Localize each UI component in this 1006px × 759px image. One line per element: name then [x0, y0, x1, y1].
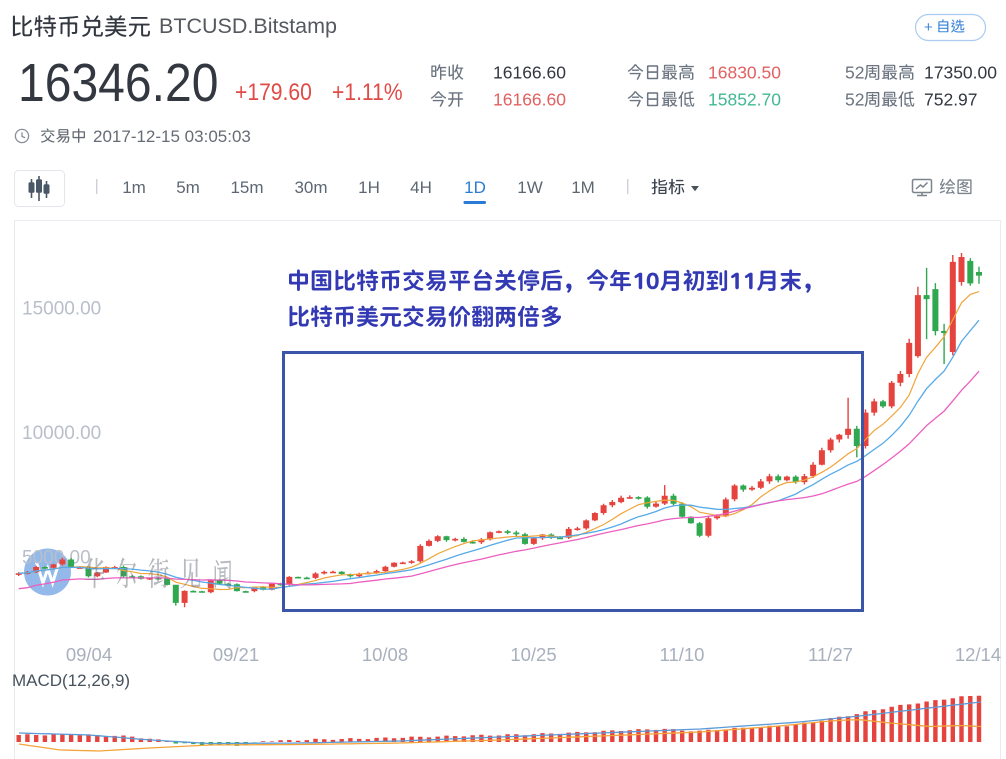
svg-text:52: 52: [845, 90, 864, 110]
svg-text:+1.11%: +1.11%: [332, 79, 403, 106]
svg-text:2017-12-15 03:05:03: 2017-12-15 03:05:03: [93, 127, 251, 146]
svg-text:16830.50: 16830.50: [708, 63, 781, 83]
svg-text:09/21: 09/21: [213, 644, 259, 665]
svg-text:BTCUSD.Bitstamp: BTCUSD.Bitstamp: [159, 14, 337, 38]
svg-text:1H: 1H: [358, 178, 380, 197]
svg-text:30m: 30m: [294, 178, 327, 197]
svg-text:752.97: 752.97: [924, 90, 978, 110]
svg-text:MACD(12,26,9): MACD(12,26,9): [12, 671, 130, 690]
svg-text:10/08: 10/08: [362, 644, 408, 665]
svg-text:15000.00: 15000.00: [22, 299, 101, 320]
svg-text:15852.70: 15852.70: [708, 90, 781, 110]
svg-text:1W: 1W: [517, 178, 543, 197]
svg-text:4H: 4H: [410, 178, 432, 197]
svg-text:1D: 1D: [464, 178, 486, 197]
svg-text:16166.60: 16166.60: [493, 63, 566, 83]
svg-text:1M: 1M: [571, 178, 595, 197]
svg-text:16166.60: 16166.60: [493, 90, 566, 110]
svg-text:11/27: 11/27: [808, 644, 853, 665]
svg-text:15m: 15m: [230, 178, 263, 197]
svg-text:11/10: 11/10: [660, 644, 705, 665]
svg-text:16346.20: 16346.20: [18, 52, 218, 112]
svg-text:10/25: 10/25: [510, 644, 556, 665]
svg-text:12/14: 12/14: [955, 644, 1001, 665]
svg-text:+179.60: +179.60: [235, 79, 312, 106]
svg-text:10000.00: 10000.00: [22, 423, 101, 444]
svg-text:1m: 1m: [122, 178, 146, 197]
svg-text:+: +: [924, 19, 933, 36]
svg-text:52: 52: [845, 63, 864, 83]
svg-text:5m: 5m: [176, 178, 200, 197]
svg-text:09/04: 09/04: [66, 644, 112, 665]
svg-text:17350.00: 17350.00: [924, 63, 997, 83]
